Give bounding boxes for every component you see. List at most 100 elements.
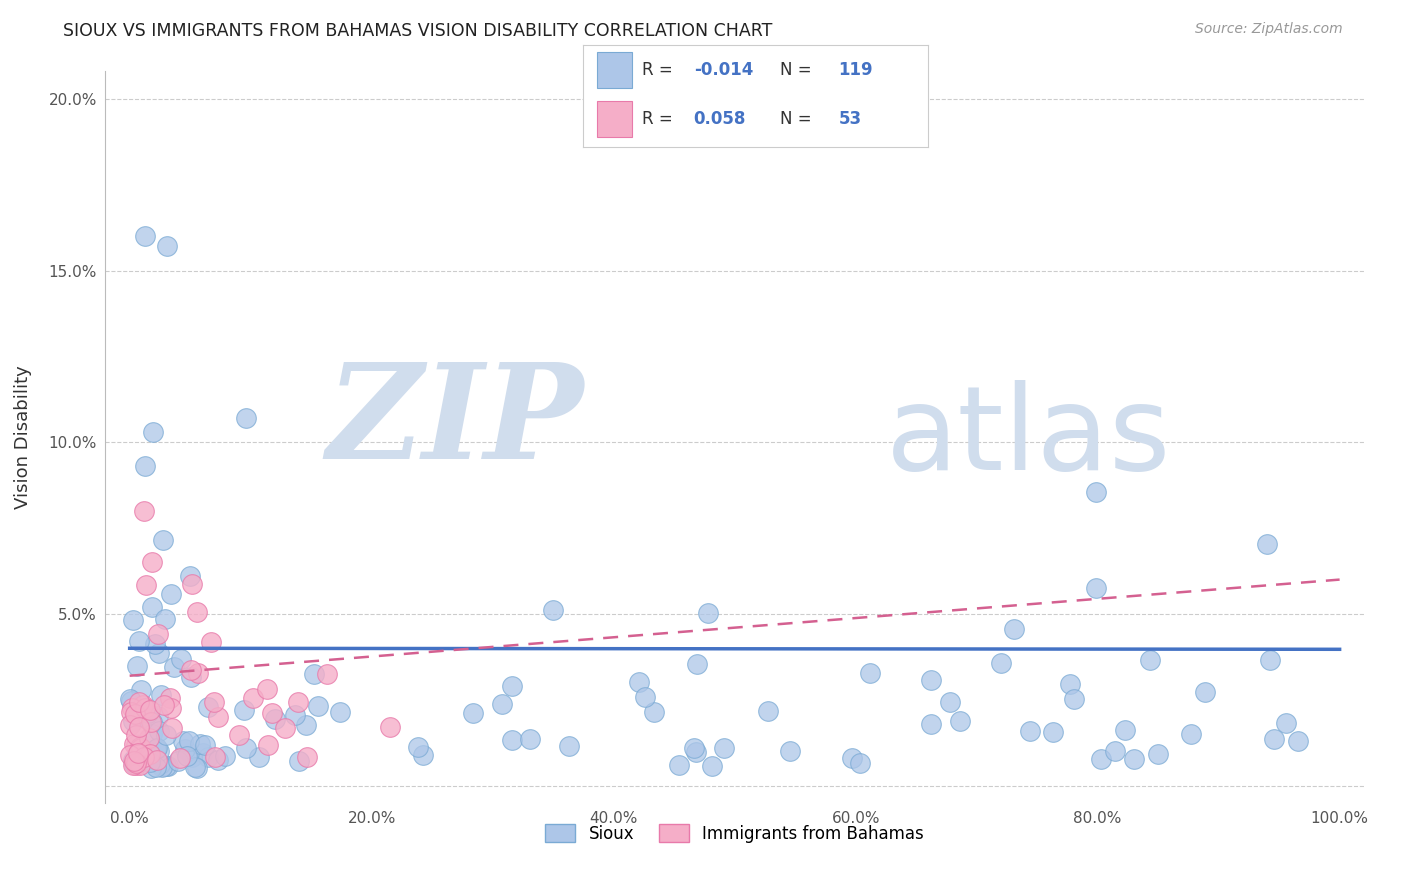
Point (124, 758, 146, 772)
Text: N =: N = (780, 110, 817, 128)
Point (146, 708, 169, 723)
Point (128, 634, 150, 648)
Point (180, 670, 202, 684)
Point (132, 750, 155, 764)
Point (134, 229, 156, 244)
Point (163, 659, 186, 673)
Point (138, 731, 160, 745)
Point (191, 746, 214, 760)
Point (146, 627, 169, 641)
Point (1042, 725, 1064, 739)
Point (141, 600, 163, 615)
Point (125, 659, 148, 673)
Point (284, 707, 307, 722)
Text: Source: ZipAtlas.com: Source: ZipAtlas.com (1195, 22, 1343, 37)
Bar (598, 101, 631, 137)
Point (558, 739, 581, 753)
Point (228, 728, 250, 742)
Legend: Sioux, Immigrants from Bahamas: Sioux, Immigrants from Bahamas (538, 818, 931, 849)
Point (150, 760, 173, 774)
Point (159, 587, 181, 601)
Point (197, 700, 219, 714)
Point (204, 750, 226, 764)
Point (141, 727, 163, 741)
Point (155, 612, 177, 626)
Point (1258, 653, 1281, 667)
Point (501, 733, 523, 747)
Text: atlas: atlas (886, 380, 1171, 494)
Point (121, 701, 143, 715)
Point (160, 722, 183, 736)
Point (274, 721, 297, 735)
Point (920, 673, 942, 687)
Point (136, 706, 159, 721)
Point (519, 731, 541, 746)
Point (287, 695, 309, 709)
Point (122, 613, 145, 627)
Point (685, 657, 707, 671)
Text: N =: N = (780, 61, 817, 78)
Point (127, 746, 149, 760)
Point (543, 603, 565, 617)
Point (491, 697, 513, 711)
Point (157, 759, 180, 773)
Point (152, 759, 174, 773)
Point (1114, 723, 1136, 738)
Point (194, 738, 217, 752)
Point (1085, 484, 1108, 499)
Point (949, 714, 972, 728)
Point (155, 758, 177, 772)
Point (159, 690, 181, 705)
Point (233, 703, 256, 717)
Point (134, 701, 156, 715)
Point (1139, 652, 1161, 666)
Point (186, 605, 208, 619)
Point (260, 706, 283, 720)
Point (207, 710, 229, 724)
Point (180, 750, 202, 764)
Point (139, 714, 162, 729)
Point (920, 717, 942, 731)
Point (1275, 715, 1298, 730)
Point (120, 705, 142, 719)
Point (235, 411, 257, 425)
Point (316, 667, 339, 681)
Point (122, 755, 145, 769)
Point (124, 756, 146, 771)
Point (179, 733, 201, 747)
Point (169, 750, 191, 764)
Point (1063, 692, 1085, 706)
Text: 119: 119 (838, 61, 873, 78)
Point (197, 750, 219, 764)
Point (461, 706, 484, 720)
Point (145, 742, 167, 756)
Point (145, 759, 167, 773)
Point (696, 607, 718, 621)
Point (682, 740, 704, 755)
Point (135, 578, 157, 592)
Point (170, 651, 193, 665)
Point (329, 706, 352, 720)
Point (406, 740, 429, 755)
Point (152, 533, 174, 547)
Point (214, 748, 236, 763)
Point (235, 741, 257, 756)
Point (990, 656, 1012, 670)
Point (627, 675, 650, 690)
Point (247, 750, 270, 764)
Point (129, 741, 152, 756)
Point (128, 720, 150, 734)
Point (129, 751, 152, 765)
Point (180, 577, 202, 591)
Point (294, 718, 316, 732)
Point (139, 761, 162, 775)
Point (159, 701, 181, 715)
Text: ZIP: ZIP (326, 358, 583, 487)
Point (186, 761, 208, 775)
Point (1180, 727, 1202, 741)
Point (141, 715, 163, 730)
Point (139, 755, 162, 769)
Point (307, 698, 329, 713)
Point (700, 759, 723, 773)
Point (190, 737, 212, 751)
